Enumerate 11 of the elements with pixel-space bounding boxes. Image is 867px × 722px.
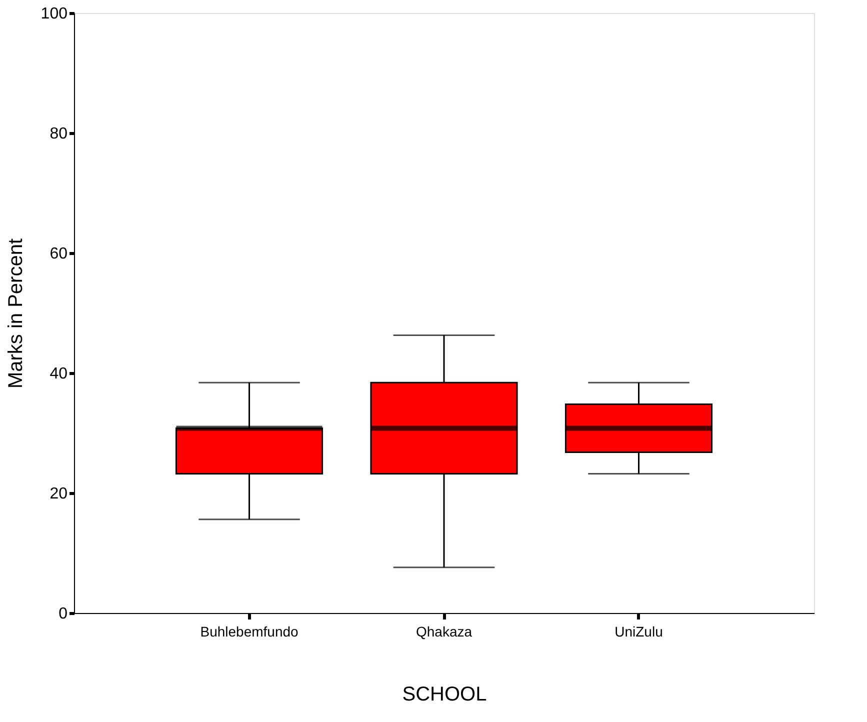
- y-axis-title: Marks in Percent: [4, 238, 27, 389]
- y-tick-label: 20: [50, 486, 68, 502]
- y-tick-label: 80: [50, 126, 68, 142]
- x-tick-label: UniZulu: [614, 624, 663, 640]
- x-axis-title: SCHOOL: [402, 684, 487, 706]
- y-tick-label: 40: [50, 366, 68, 382]
- x-tick-label: Buhlebemfundo: [200, 624, 299, 640]
- y-tick-label: 0: [58, 606, 68, 622]
- y-tick-label: 60: [50, 246, 68, 262]
- y-tick-label: 100: [40, 6, 68, 22]
- x-tick-label: Qhakaza: [416, 624, 472, 640]
